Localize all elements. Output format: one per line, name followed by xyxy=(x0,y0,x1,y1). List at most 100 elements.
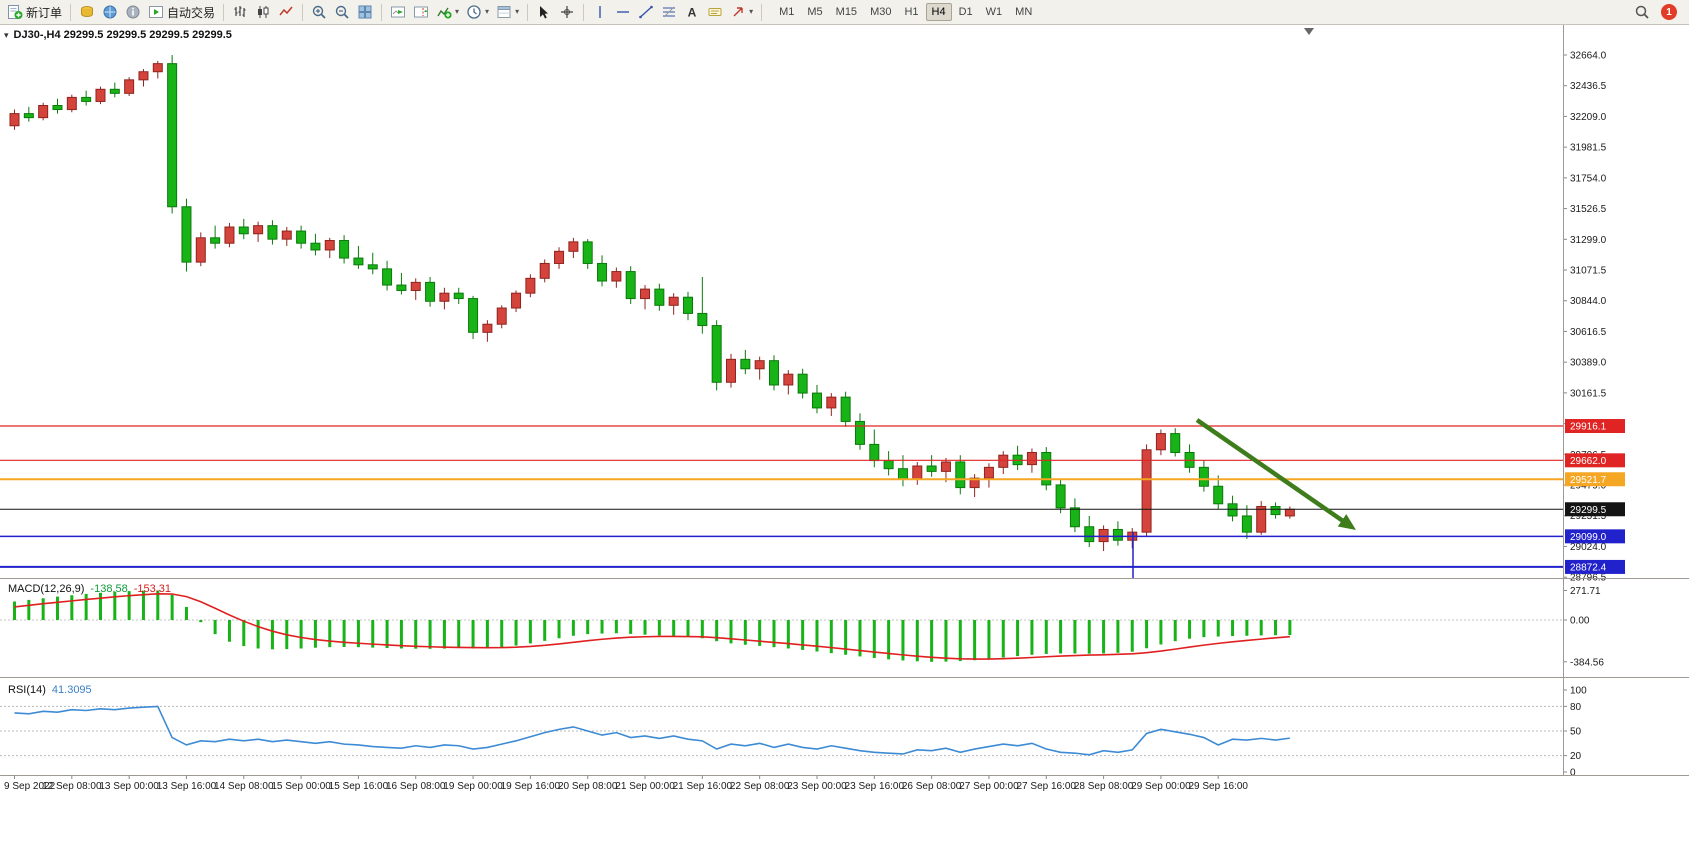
periods-clock-button[interactable]: ▾ xyxy=(463,2,492,23)
line-chart-button[interactable] xyxy=(275,2,297,23)
candle-body xyxy=(683,296,694,314)
candle-body xyxy=(324,240,335,251)
candle-body xyxy=(1170,433,1181,453)
fibonacci-tool-button[interactable] xyxy=(658,2,680,23)
autotrading-icon xyxy=(149,6,164,18)
trendline-tool-button[interactable] xyxy=(635,2,657,23)
template-button[interactable]: ▾ xyxy=(493,2,522,23)
time-axis-label: 15 Sep 00:00 xyxy=(271,781,331,792)
macd-signal-line xyxy=(14,593,1290,660)
candle-body xyxy=(167,63,178,208)
price-axis-label: 31754.0 xyxy=(1570,173,1607,184)
candle-body xyxy=(367,264,378,270)
candle-body xyxy=(625,271,636,300)
toolbar-separator xyxy=(583,3,585,21)
timeframe-h1[interactable]: H1 xyxy=(904,6,919,18)
chart-title: ▾ DJ30-,H4 29299.5 29299.5 29299.5 29299… xyxy=(4,29,232,41)
label-tool-button[interactable] xyxy=(704,2,726,23)
notification-badge[interactable]: 1 xyxy=(1661,4,1677,20)
candle-body xyxy=(1112,528,1123,541)
autotrading-button[interactable]: 自动交易 xyxy=(145,2,218,23)
candle-body xyxy=(1198,466,1209,487)
rsi-scale-label: 80 xyxy=(1570,702,1582,713)
macd-label: MACD(12,26,9) -138.58 -153.31 xyxy=(8,583,171,595)
macd-scale-label: 0.00 xyxy=(1570,616,1590,627)
chart-shift-button[interactable] xyxy=(410,2,432,23)
candle-body xyxy=(66,96,77,111)
price-badge xyxy=(1565,502,1625,517)
candle-body xyxy=(654,288,665,306)
timeframe-m30[interactable]: M30 xyxy=(870,6,892,18)
candle-body xyxy=(926,465,937,472)
search-button[interactable] xyxy=(1631,2,1653,23)
bars-chart-button[interactable] xyxy=(229,2,251,23)
time-axis-label: 27 Sep 16:00 xyxy=(1017,781,1077,792)
price-badge xyxy=(1565,472,1625,487)
new-order-button[interactable]: 新订单 xyxy=(4,2,65,23)
timeframe-m5[interactable]: M5 xyxy=(807,6,823,18)
time-axis-label: 22 Sep 08:00 xyxy=(730,781,790,792)
trend-arrow-head xyxy=(1337,514,1356,530)
navigator-button[interactable] xyxy=(99,2,121,23)
price-axis-label: 29251.5 xyxy=(1570,511,1607,522)
price-axis-label: 31981.5 xyxy=(1570,143,1607,154)
chart-area[interactable]: 32664.0 32436.5 32209.0 31981.5 31754.0 31526… xyxy=(0,25,1689,854)
timeframe-mn[interactable]: MN xyxy=(1015,6,1033,18)
toolbox-button[interactable] xyxy=(122,2,144,23)
candle-body xyxy=(9,113,20,127)
timeframe-w1[interactable]: W1 xyxy=(985,6,1003,18)
toolbar-separator xyxy=(70,3,72,21)
candle-body xyxy=(1098,528,1109,543)
chart-background xyxy=(0,25,1689,854)
auto-scroll-button[interactable] xyxy=(387,2,409,23)
indicators-button[interactable]: ▾ xyxy=(433,2,462,23)
candle-body xyxy=(439,292,450,302)
label-icon xyxy=(708,8,722,16)
zoom-in-button[interactable] xyxy=(308,2,330,23)
candle-body xyxy=(1055,484,1066,509)
chart-canvas[interactable]: 32664.0 32436.5 32209.0 31981.5 31754.0 31526… xyxy=(0,25,1689,854)
candle-body xyxy=(52,104,63,111)
candle-body xyxy=(826,396,837,409)
candle-body xyxy=(726,358,736,383)
candle-body xyxy=(511,292,522,309)
time-axis-label: 23 Sep 00:00 xyxy=(787,781,847,792)
timeframe-d1[interactable]: D1 xyxy=(958,6,973,18)
macd-signal-value: -153.31 xyxy=(133,583,172,595)
auto-scroll-icon xyxy=(391,6,406,18)
horizontal-line-tool-button[interactable] xyxy=(612,2,634,23)
vertical-line-tool-button[interactable] xyxy=(589,2,611,23)
candle-body xyxy=(940,461,951,472)
rsi-line xyxy=(14,705,1290,756)
macd-name: MACD(12,26,9) xyxy=(8,583,85,595)
cursor-button[interactable] xyxy=(533,2,555,23)
chevron-down-icon: ▾ xyxy=(455,7,460,16)
chart-shift-marker-icon[interactable] xyxy=(1304,28,1314,35)
candle-body xyxy=(955,461,966,489)
arrows-tool-button[interactable]: ▾ xyxy=(727,2,756,23)
timeframe-h4[interactable]: H4 xyxy=(925,3,952,21)
trend-arrow-shaft[interactable] xyxy=(1195,418,1350,527)
template-icon xyxy=(497,6,511,18)
candle-body xyxy=(1213,485,1224,505)
text-tool-button[interactable]: A xyxy=(681,2,703,23)
chart-menu-icon[interactable]: ▾ xyxy=(4,29,9,40)
toolbar-separator xyxy=(527,3,529,21)
candle-body xyxy=(453,292,464,300)
candle-body xyxy=(1227,503,1238,517)
candle-body xyxy=(869,443,880,462)
zoom-out-button[interactable] xyxy=(331,2,353,23)
clock-icon xyxy=(467,5,481,19)
timeframe-m1[interactable]: M1 xyxy=(779,6,795,18)
price-axis-label: 32436.5 xyxy=(1570,81,1607,92)
crosshair-button[interactable] xyxy=(556,2,578,23)
timeframe-m15[interactable]: M15 xyxy=(835,6,858,18)
tile-windows-button[interactable] xyxy=(354,2,376,23)
time-axis-label: 15 Sep 16:00 xyxy=(329,781,389,792)
rsi-scale-label: 50 xyxy=(1570,727,1582,738)
candles-chart-button[interactable] xyxy=(252,2,274,23)
market-watch-button[interactable] xyxy=(76,2,98,23)
candle-body xyxy=(410,281,421,291)
chart-title-text: DJ30-,H4 29299.5 29299.5 29299.5 29299.5 xyxy=(13,29,232,41)
bars-chart-icon xyxy=(234,6,246,17)
